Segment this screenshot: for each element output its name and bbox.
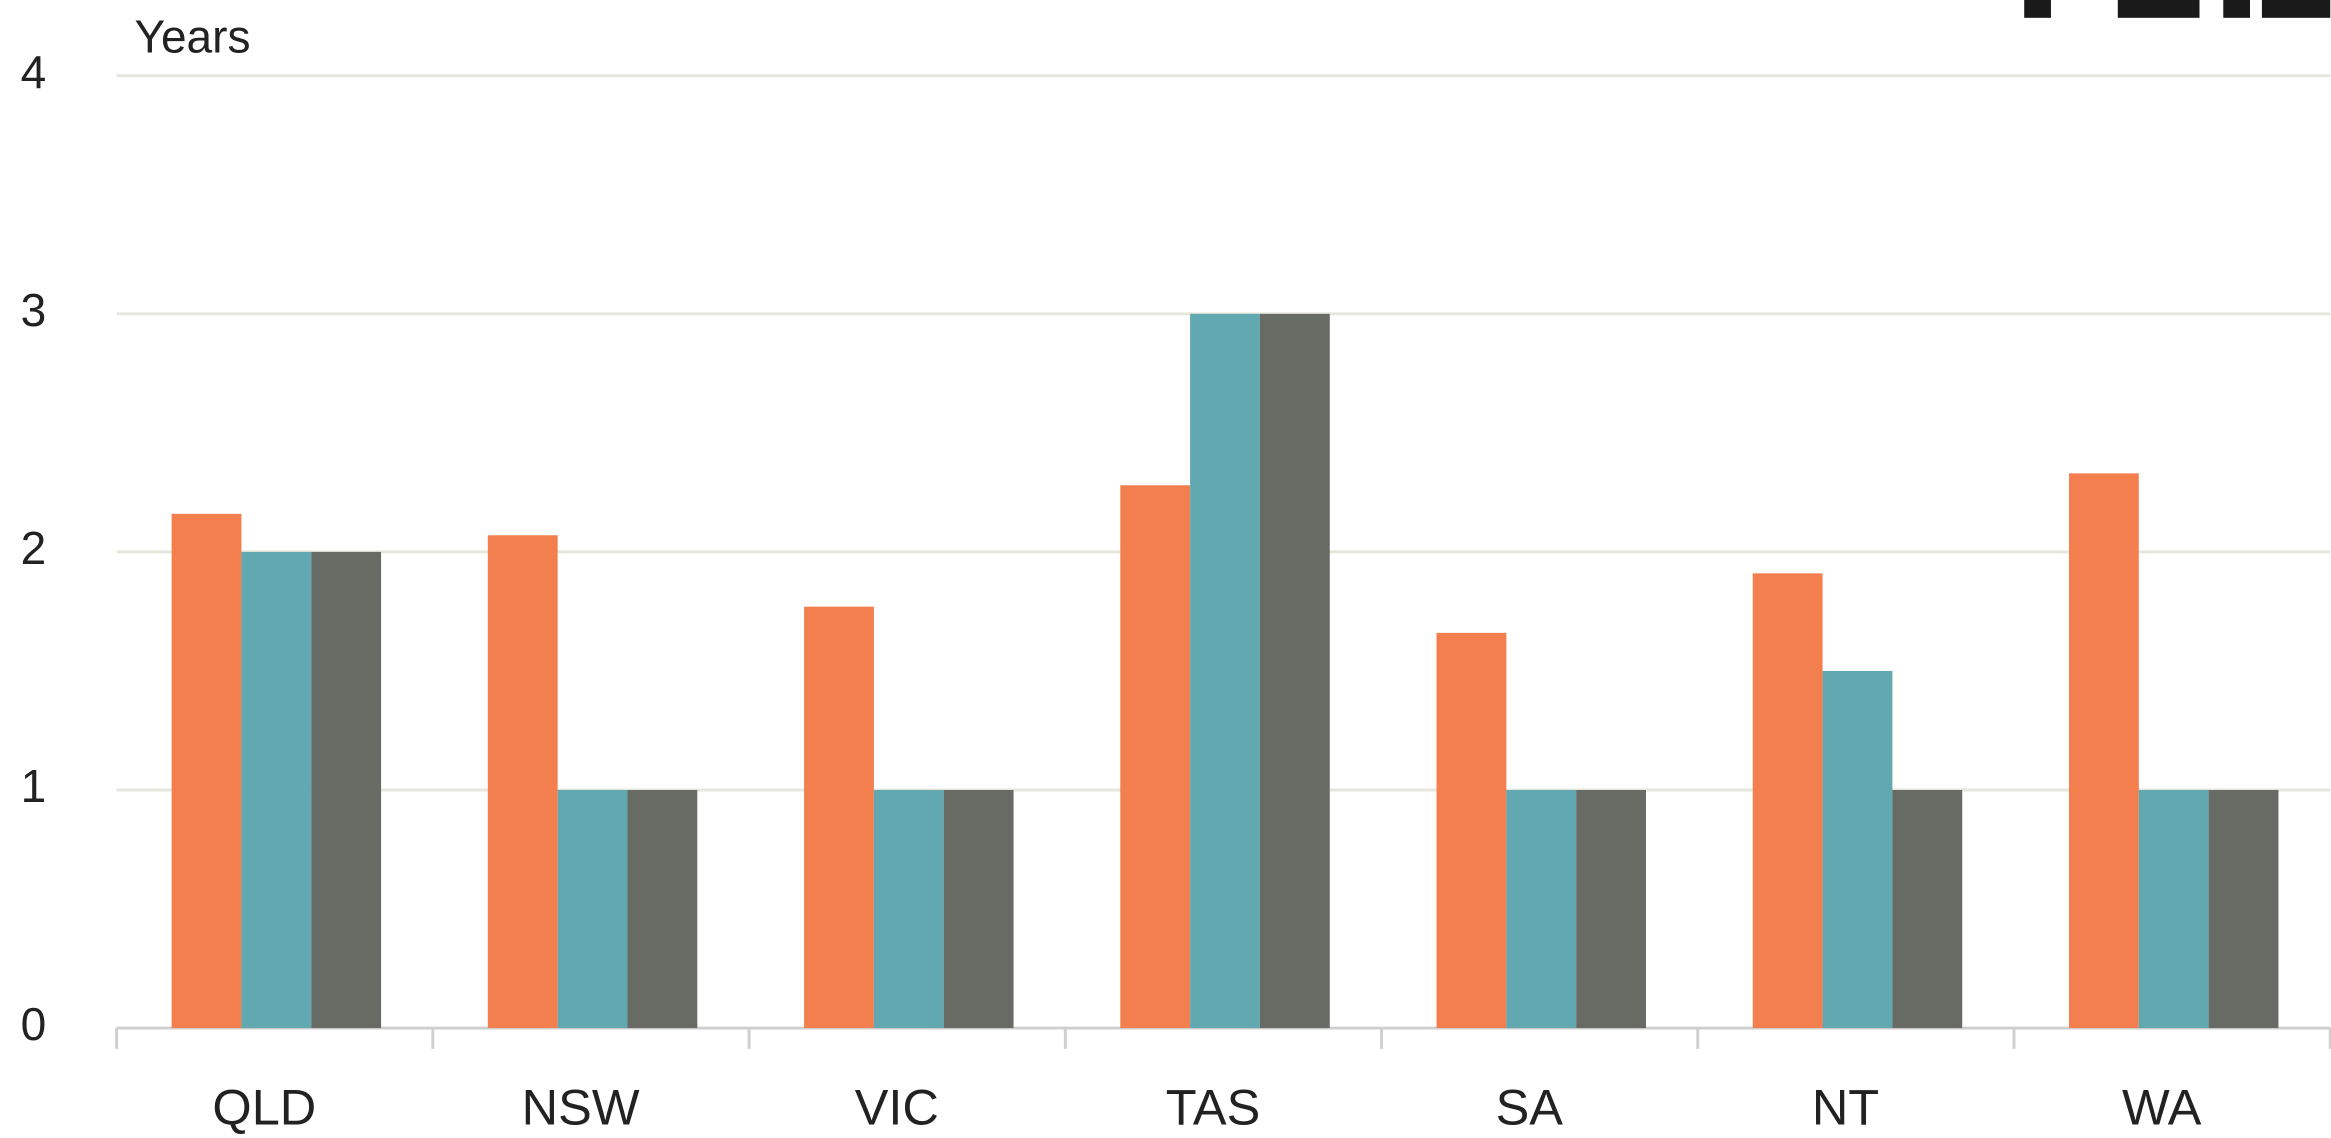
x-tick-label: TAS — [1166, 1079, 1260, 1136]
bar — [1576, 789, 1646, 1029]
x-tick-label: NT — [1812, 1079, 1879, 1136]
bar — [1892, 789, 1963, 1029]
bar — [311, 551, 382, 1029]
x-tick-label: QLD — [212, 1079, 316, 1136]
bar — [1752, 573, 1823, 1029]
bar — [171, 513, 242, 1029]
bar — [1506, 789, 1577, 1029]
bar — [1120, 485, 1191, 1029]
bar — [943, 789, 1014, 1029]
y-tick-label: 1 — [21, 760, 47, 812]
bar — [1259, 313, 1330, 1029]
bar — [2068, 473, 2139, 1029]
bar — [241, 551, 312, 1029]
bar — [627, 789, 698, 1029]
bar — [804, 606, 874, 1029]
bar — [557, 789, 628, 1029]
x-tick-label: WA — [2122, 1079, 2202, 1136]
bar — [2208, 789, 2279, 1029]
x-tick-label: VIC — [855, 1079, 939, 1136]
x-tick-label: NSW — [522, 1079, 640, 1136]
bar — [1436, 632, 1507, 1029]
y-axis-label: Years — [134, 10, 250, 62]
bar — [1190, 313, 1260, 1029]
y-tick-label: 0 — [21, 998, 47, 1050]
bar — [2138, 789, 2209, 1029]
bar — [1822, 670, 1893, 1029]
y-tick-label: 2 — [21, 522, 47, 574]
x-tick-label: SA — [1496, 1079, 1564, 1136]
y-tick-label: 4 — [21, 46, 47, 98]
logo-fragment — [2024, 0, 2331, 18]
y-tick-label: 3 — [21, 284, 47, 336]
bar — [873, 789, 944, 1029]
bar — [487, 535, 558, 1029]
